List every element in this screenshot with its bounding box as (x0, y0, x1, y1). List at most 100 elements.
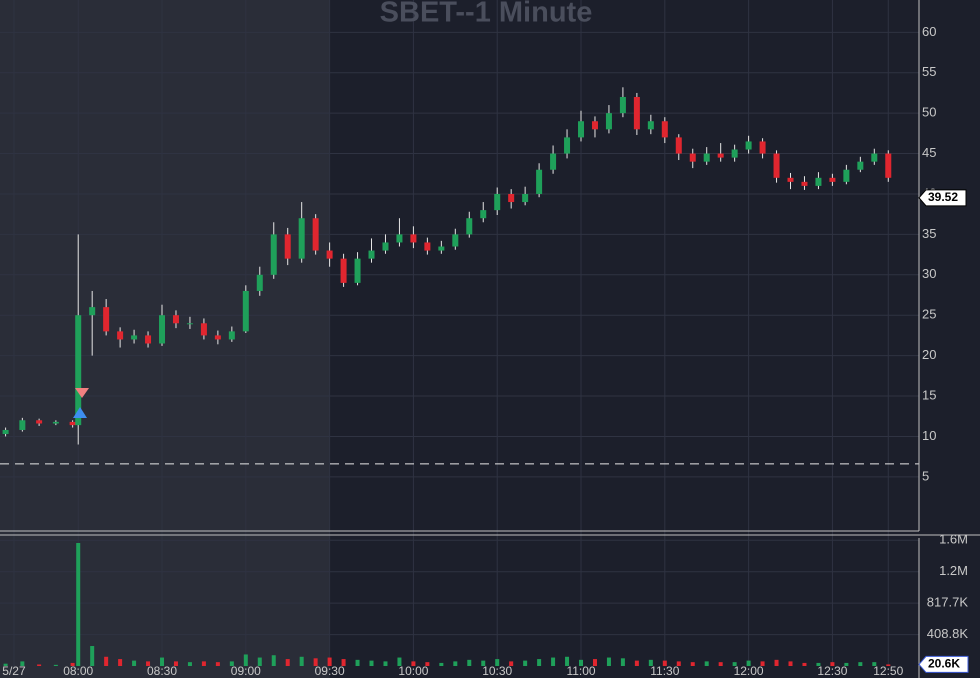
candle-body (619, 96, 626, 114)
volume-bar (872, 662, 877, 666)
volume-bar (648, 659, 653, 666)
x-tick-label: 10:30 (482, 664, 512, 678)
volume-bar (299, 656, 304, 666)
volume-bar (257, 657, 262, 666)
volume-bar (369, 660, 374, 666)
candle-body (843, 169, 850, 182)
candle-body (298, 218, 305, 259)
volume-bar (215, 662, 220, 666)
volume-bar (662, 660, 667, 666)
candle-body (829, 177, 836, 182)
y-tick-label: 35 (922, 226, 936, 241)
volume-bar (229, 661, 234, 666)
candle-body (438, 246, 445, 251)
volume-bar (732, 662, 737, 666)
candle-body (228, 331, 235, 340)
candle-body (745, 141, 752, 150)
volume-bar (690, 662, 695, 666)
x-tick-label: 12:30 (817, 664, 847, 678)
x-tick-label: 10:00 (398, 664, 428, 678)
y-tick-label: 55 (922, 64, 936, 79)
candle-body (452, 234, 459, 247)
volume-bar (53, 664, 58, 666)
volume-bar (243, 654, 248, 666)
buy-marker (73, 407, 87, 418)
volume-bar (746, 660, 751, 666)
volume-bar (844, 662, 849, 666)
candle-body (131, 335, 138, 340)
volume-bar (37, 664, 42, 666)
volume-bar (509, 661, 514, 666)
candle-body (564, 137, 571, 154)
candle-body (19, 420, 26, 430)
volume-bar (565, 656, 570, 666)
volume-bar (788, 661, 793, 666)
y-tick-label: 5 (922, 468, 929, 483)
candle-body (424, 242, 431, 251)
volume-bar (704, 661, 709, 666)
candle-body (689, 153, 696, 162)
candle-body (75, 315, 82, 426)
volume-bar (579, 659, 584, 666)
candle-body (52, 421, 59, 424)
x-tick-label: 08:30 (147, 664, 177, 678)
candle-body (578, 121, 585, 138)
sell-marker (75, 388, 89, 398)
volume-tick-label: 817.7K (927, 595, 969, 610)
volume-bar (285, 659, 290, 666)
candle-body (326, 250, 333, 259)
volume-bar (634, 660, 639, 666)
volume-bar (271, 655, 276, 666)
candle-body (857, 161, 864, 170)
volume-bar (397, 657, 402, 666)
last-volume-box (918, 655, 969, 673)
volume-bar (201, 661, 206, 666)
candle-body (382, 242, 389, 251)
x-tick-label: 08:00 (63, 664, 93, 678)
volume-bar (341, 659, 346, 666)
volume-bar (718, 662, 723, 666)
x-tick-label: 09:30 (315, 664, 345, 678)
volume-bar (802, 662, 807, 666)
candle-body (871, 153, 878, 162)
candle-body (801, 181, 808, 186)
volume-bar (76, 542, 81, 666)
y-tick-label: 45 (922, 145, 936, 160)
x-tick-label: 12:00 (734, 664, 764, 678)
volume-bar (551, 657, 556, 666)
volume-bar (146, 661, 151, 666)
candle-body (270, 234, 277, 275)
volume-bar (816, 662, 821, 666)
candle-body (759, 141, 766, 154)
candle-body (773, 153, 780, 178)
last-price-label: 39.52 (928, 190, 958, 204)
candle-body (312, 218, 319, 251)
candle-body (675, 137, 682, 154)
candle-body (89, 307, 96, 316)
candle-body (480, 210, 487, 219)
last-price-box (918, 189, 967, 207)
candle-body (731, 149, 738, 158)
candle-body (284, 234, 291, 259)
volume-bar (313, 658, 318, 666)
volume-bar (160, 657, 165, 666)
volume-bar (118, 659, 123, 666)
volume-bar (858, 662, 863, 666)
y-tick-label: 60 (922, 24, 936, 39)
volume-bar (187, 662, 192, 666)
candle-body (647, 121, 654, 130)
candle-body (661, 121, 668, 138)
volume-tick-label: 1.6M (939, 532, 968, 547)
volume-bar (467, 659, 472, 666)
volume-bar (495, 659, 500, 666)
volume-bar (383, 661, 388, 666)
candle-body (787, 177, 794, 182)
candle-body (536, 169, 543, 194)
volume-bar (104, 656, 109, 666)
candle-body (633, 96, 640, 130)
candle-body (186, 323, 193, 325)
x-tick-label: 12:50 (873, 664, 903, 678)
candle-body (159, 315, 166, 344)
candle-body (256, 274, 263, 291)
